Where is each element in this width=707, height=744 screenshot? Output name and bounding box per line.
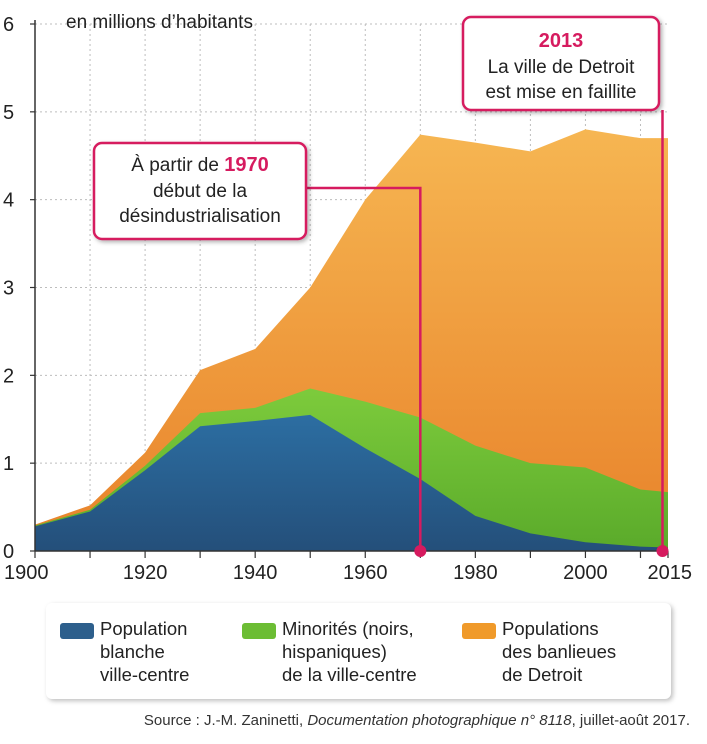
legend-label-white-population: Population blanche ville-centre [100, 617, 270, 686]
x-tick-label: 2000 [563, 562, 608, 584]
legend-line: de Detroit [502, 664, 583, 685]
legend-label-suburbs: Populations des banlieues de Detroit [502, 617, 672, 686]
callout-2013-line2: est mise en faillite [485, 82, 636, 103]
legend-swatch-suburbs [462, 623, 496, 639]
legend-line: de la ville-centre [282, 664, 417, 685]
y-tick-label: 1 [3, 453, 14, 475]
legend-swatch-white-population [60, 623, 94, 639]
y-tick-label: 0 [3, 541, 14, 563]
x-tick-label: 1980 [453, 562, 498, 584]
callout-1970-marker [414, 545, 427, 557]
legend: Population blanche ville-centre Minorité… [46, 603, 671, 699]
source-title: Documentation photographique n° 8118 [307, 712, 572, 729]
callout-2013-year: 2013 [539, 30, 584, 52]
callout-2013-box [461, 15, 661, 112]
source-suffix: , juillet-août 2017. [571, 712, 690, 729]
legend-line: blanche [100, 641, 165, 662]
source-prefix: Source : J.-M. Zaninetti, [143, 712, 308, 729]
callout-1970: À partir de 1970 début de la désindustri… [92, 141, 427, 557]
callout-1970-line3: désindustrialisation [119, 206, 281, 227]
callout-2013-marker [656, 545, 669, 557]
y-tick-label: 5 [3, 102, 14, 124]
callout-2013-line1: La ville de Detroit [488, 57, 636, 78]
x-tick-label: 1940 [233, 562, 278, 584]
callout-1970-line1: À partir de 1970 [131, 154, 268, 176]
legend-swatch-minorities [242, 623, 276, 639]
axes: 0 1 2 3 4 5 6 1900 1920 1940 1960 1980 2000 2015 [3, 14, 692, 584]
x-tick-label: 2015 [648, 562, 693, 584]
x-tick-label: 1920 [123, 562, 168, 584]
y-tick-label: 6 [3, 14, 14, 36]
y-tick-label: 3 [3, 278, 14, 300]
legend-line: Minorités (noirs, [282, 618, 414, 639]
callout-1970-line2: début de la [153, 181, 247, 202]
callout-1970-leader [306, 186, 422, 551]
callout-2013: 2013 La ville de Detroit est mise en fai… [461, 15, 669, 557]
callout-1970-year: 1970 [224, 154, 269, 176]
legend-line: Populations [502, 618, 599, 639]
y-tick-label: 2 [3, 365, 14, 387]
legend-line: des banlieues [502, 641, 617, 662]
stacked-areas [35, 129, 668, 551]
legend-line: hispaniques) [282, 641, 387, 662]
y-tick-label: 4 [3, 190, 14, 212]
legend-line: Population [100, 618, 188, 639]
annotations: À partir de 1970 début de la désindustri… [92, 15, 669, 557]
chart: 0 1 2 3 4 5 6 1900 1920 1940 1960 1980 2000 2015 en m… [3, 12, 692, 584]
unit-label: en millions d’habitants [66, 12, 253, 33]
legend-line: ville-centre [100, 664, 190, 685]
area-white-population [35, 414, 668, 551]
callout-1970-box [92, 141, 308, 241]
x-tick-label: 1960 [343, 562, 388, 584]
legend-label-minorities: Minorités (noirs, hispaniques) de la vil… [282, 617, 452, 686]
source-note: Source : J.-M. Zaninetti, Documentation … [0, 712, 690, 729]
x-tick-label: 1900 [4, 562, 49, 584]
